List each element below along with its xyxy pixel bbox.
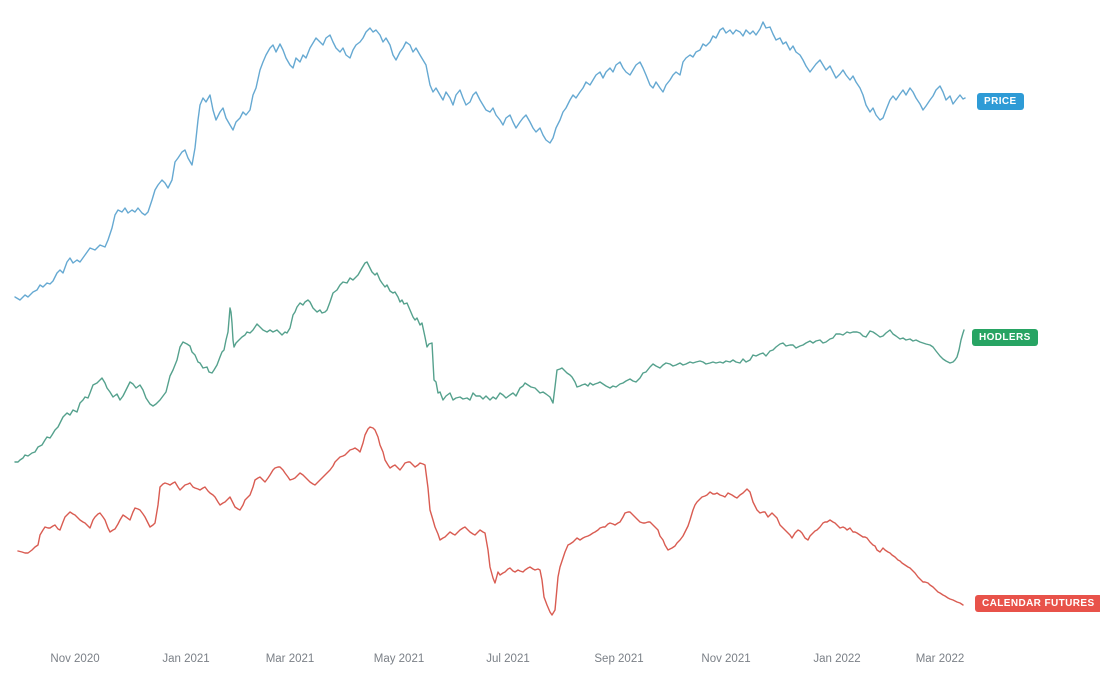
calendar-futures-series-badge: CALENDAR FUTURES	[975, 595, 1100, 612]
hodlers-line-series	[14, 261, 965, 463]
hodlers-series-badge: HODLERS	[972, 329, 1038, 346]
price-line-series	[14, 21, 966, 301]
calendar-futures-line-series	[17, 426, 964, 616]
price-series-badge: PRICE	[977, 93, 1024, 110]
